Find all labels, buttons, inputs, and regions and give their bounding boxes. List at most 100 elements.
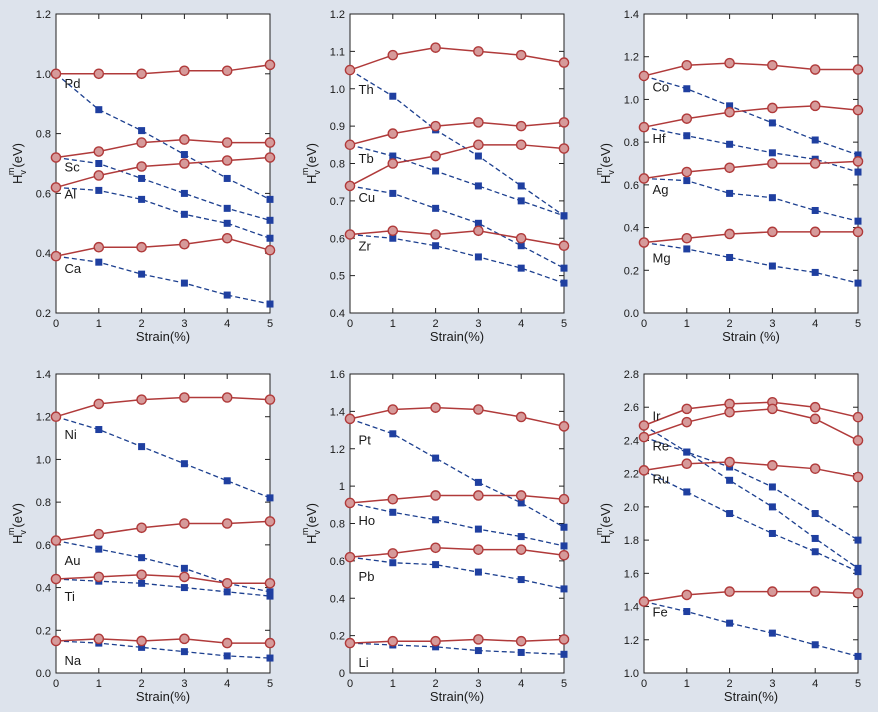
y-label-unit: (eV) <box>598 503 613 528</box>
x-tick-label: 5 <box>267 318 273 330</box>
square-marker <box>726 476 734 484</box>
square-marker <box>811 641 819 649</box>
y-tick-label: 1.2 <box>36 412 51 424</box>
series-label: Na <box>65 653 82 668</box>
square-marker <box>768 503 776 511</box>
circle-marker <box>93 571 105 583</box>
square-marker <box>138 443 146 451</box>
y-tick-label: 1.2 <box>624 635 639 647</box>
circle-marker <box>681 113 693 124</box>
circle-marker <box>852 64 864 75</box>
dashed-line <box>55 539 271 593</box>
x-tick-label: 4 <box>518 318 524 330</box>
x-tick-label: 1 <box>96 318 102 330</box>
series-label: Zr <box>359 239 372 254</box>
circle-marker <box>179 238 190 250</box>
dashed-line <box>349 502 565 547</box>
series-zr: Zr <box>344 225 570 287</box>
square-marker <box>266 234 274 242</box>
solid-line <box>643 62 858 77</box>
square-marker <box>726 102 734 110</box>
y-label-main: H <box>10 175 25 184</box>
circle-marker <box>638 173 650 184</box>
circle-marker <box>344 229 356 240</box>
series-au: Au <box>50 516 276 596</box>
x-tick-label: 4 <box>812 318 818 330</box>
square-marker <box>517 499 525 507</box>
square-marker <box>768 149 776 157</box>
circle-marker <box>179 158 190 169</box>
y-tick-label: 1.4 <box>36 369 51 381</box>
square-marker <box>854 536 862 544</box>
dashed-line <box>349 233 565 284</box>
square-marker <box>389 92 397 100</box>
x-tick-label: 4 <box>224 318 230 330</box>
y-tick-label: 1.6 <box>624 568 639 580</box>
square-marker <box>95 186 103 194</box>
series-label: Fe <box>653 605 668 620</box>
square-marker <box>474 478 482 486</box>
circle-marker <box>558 117 570 128</box>
circle-marker <box>852 104 864 116</box>
solid-line <box>349 638 565 644</box>
square-marker <box>517 197 525 205</box>
circle-marker <box>93 528 105 540</box>
y-tick-label: 0.2 <box>36 308 51 320</box>
solid-line <box>643 231 858 244</box>
circle-marker <box>136 68 147 80</box>
square-marker <box>223 652 231 660</box>
circle-marker <box>50 68 62 80</box>
circle-marker <box>473 139 484 151</box>
circle-marker <box>638 465 650 476</box>
circle-marker <box>515 120 527 132</box>
y-label-sub: v <box>606 530 616 535</box>
circle-marker <box>724 57 735 69</box>
y-tick-label: 0.8 <box>330 519 345 531</box>
y-tick-label: 0.9 <box>330 121 345 133</box>
circle-marker <box>473 46 484 57</box>
y-tick-label: 1.6 <box>330 369 345 381</box>
y-label-unit: (eV) <box>304 143 319 168</box>
y-axis-label: Hvm(eV) <box>594 143 616 184</box>
series-al: Al <box>50 152 276 242</box>
circle-marker <box>852 156 864 167</box>
circle-marker <box>344 180 356 192</box>
dashed-line <box>349 642 565 655</box>
x-tick-label: 4 <box>518 678 524 690</box>
series-label: Re <box>653 438 670 453</box>
square-marker <box>138 174 146 182</box>
series-ru: Ru <box>638 456 864 576</box>
series-label: Ni <box>65 427 77 442</box>
circle-marker <box>638 431 650 443</box>
circle-marker <box>430 120 441 132</box>
square-marker <box>560 264 568 272</box>
solid-line <box>643 408 859 442</box>
circle-marker <box>50 635 62 647</box>
circle-marker <box>767 59 778 71</box>
series-label: Ca <box>65 261 82 276</box>
square-marker <box>432 561 440 569</box>
solid-line <box>349 230 565 247</box>
circle-marker <box>264 516 276 527</box>
x-axis-label: Strain(%) <box>724 689 778 704</box>
circle-marker <box>558 634 570 645</box>
square-marker <box>95 106 103 114</box>
series-ag: Ag <box>638 156 864 225</box>
square-marker <box>266 654 274 662</box>
square-marker <box>683 177 691 185</box>
square-marker <box>726 253 734 261</box>
square-marker <box>726 510 734 518</box>
circle-marker <box>852 587 864 599</box>
circle-marker <box>515 635 527 647</box>
series-label: Hf <box>653 131 666 146</box>
dashed-line <box>349 185 565 269</box>
series-label: Co <box>653 80 670 95</box>
x-tick-label: 0 <box>347 318 353 330</box>
circle-marker <box>809 401 821 413</box>
y-label-sup: m <box>6 528 16 536</box>
circle-marker <box>809 158 821 169</box>
y-label-main: H <box>598 535 613 544</box>
series-sc: Sc <box>50 134 276 224</box>
y-tick-label: 1.2 <box>624 52 639 64</box>
circle-marker <box>221 578 233 589</box>
